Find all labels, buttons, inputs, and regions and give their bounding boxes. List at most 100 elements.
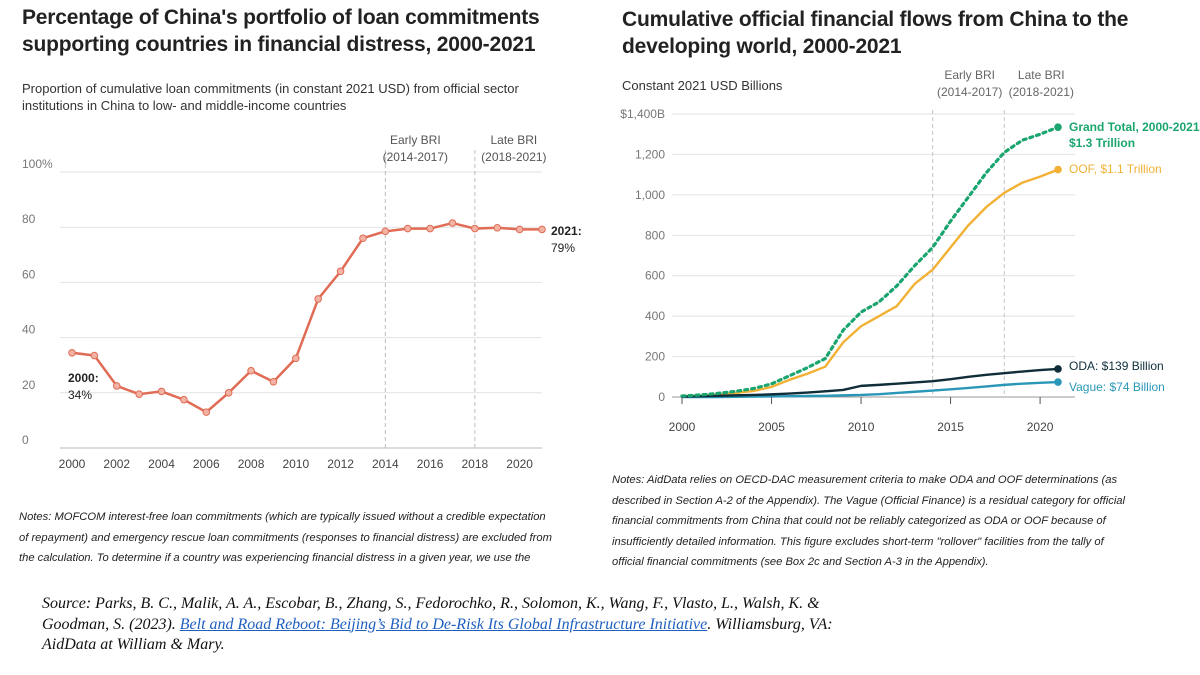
- right-series-line: [680, 367, 1060, 398]
- right-period-range: (2014-2017): [937, 85, 1002, 99]
- left-y-tick-label: 60: [22, 267, 36, 281]
- left-data-point: [90, 351, 99, 360]
- left-annotation-end-year: 2021:: [551, 224, 582, 238]
- right-series-label: ODA: $139 Billion: [1069, 359, 1164, 373]
- left-data-point: [247, 366, 255, 375]
- left-data-point: [493, 223, 502, 232]
- left-data-point: [202, 408, 211, 416]
- right-title-line1: Cumulative official financial flows from…: [622, 8, 1129, 31]
- right-y-tick-label: 200: [645, 350, 665, 364]
- right-x-tick-label: 2010: [848, 420, 875, 434]
- right-series-endpoint: [1054, 123, 1062, 131]
- left-y-tick-label: 20: [22, 378, 36, 392]
- left-data-point: [157, 387, 166, 396]
- left-data-point: [224, 389, 233, 397]
- right-chart-grid: [672, 113, 1075, 398]
- right-note-line: official financial commitments (see Box …: [612, 556, 989, 568]
- right-period-range: (2018-2021): [1009, 85, 1074, 99]
- left-period-label: Late BRI: [491, 133, 538, 147]
- left-data-point: [68, 348, 76, 357]
- right-y-tick-label: $1,400B: [620, 107, 665, 121]
- left-subtitle-line1: Proportion of cumulative loan commitment…: [22, 81, 519, 96]
- left-data-point: [381, 227, 390, 236]
- left-annotation-start-value: 34%: [68, 388, 92, 402]
- left-y-tick-label: 0: [22, 433, 29, 447]
- left-x-tick-label: 2012: [327, 457, 354, 471]
- source-line2: Goodman, S. (2023). Belt and Road Reboot…: [42, 615, 1192, 636]
- left-y-tick-label: 40: [22, 323, 36, 337]
- right-y-tick-label: 600: [645, 269, 665, 283]
- left-chart-periods: Early BRI (2014-2017) Late BRI (2018-2021): [383, 133, 547, 448]
- right-chart-axes: 0 200 400 600 800 1,000 1,200 $1,400B 2000 2005 20…: [620, 107, 1053, 434]
- right-series-endpoint: [1054, 165, 1062, 174]
- left-annotation-end-value: 79%: [551, 241, 575, 255]
- right-y-tick-label: 1,000: [635, 188, 665, 202]
- left-period-label: Early BRI: [390, 133, 441, 147]
- right-series-label: Grand Total, 2000-2021:: [1069, 120, 1200, 134]
- right-chart-periods: Early BRI (2014-2017) Late BRI (2018-2021): [932, 68, 1074, 397]
- right-series-label: Vague: $74 Billion: [1069, 380, 1165, 394]
- right-title: Cumulative official financial flows from…: [622, 6, 1128, 60]
- right-note-line: Notes: AidData relies on OECD-DAC measur…: [612, 474, 1118, 486]
- left-y-tick-label: 80: [22, 212, 36, 226]
- right-series-endpoint: [1054, 365, 1062, 373]
- right-y-tick-label: 400: [645, 309, 665, 323]
- left-chart-annotations: 2000: 34% 2021: 79%: [68, 224, 582, 402]
- left-data-point: [336, 267, 345, 276]
- source-line1: Source: Parks, B. C., Malik, A. A., Esco…: [42, 595, 820, 612]
- left-note-line: Notes: MOFCOM interest-free loan commitm…: [19, 511, 546, 523]
- right-x-tick-label: 2005: [758, 420, 785, 434]
- source-line2-prefix: Goodman, S. (2023).: [42, 615, 180, 633]
- right-note-line: described in Section A-2 of the Appendix…: [612, 494, 1126, 507]
- left-x-tick-label: 2004: [148, 457, 175, 471]
- left-data-point: [403, 224, 412, 233]
- right-x-tick-label: 2015: [937, 420, 964, 434]
- right-y-tick-label: 800: [645, 228, 665, 242]
- right-series-endpoint: [1054, 378, 1062, 386]
- left-data-point: [448, 219, 457, 227]
- left-x-tick-label: 2020: [506, 457, 533, 471]
- left-subtitle-line2: institutions in China to low- and middle…: [22, 98, 347, 113]
- left-x-tick-label: 2010: [282, 457, 309, 471]
- right-y-tick-label: 1,200: [635, 147, 665, 161]
- left-data-point: [112, 382, 121, 390]
- left-data-point: [359, 234, 367, 243]
- left-annotation-start-year: 2000:: [68, 371, 99, 385]
- right-title-line2: developing world, 2000-2021: [622, 35, 902, 58]
- right-series-label: OOF, $1.1 Trillion: [1069, 162, 1162, 176]
- right-chart: Early BRI(2014-2017)Late BRI(2018-2021) …: [620, 68, 1200, 434]
- left-note-line: of repayment) and emergency rescue loan …: [19, 531, 552, 544]
- left-x-tick-label: 2000: [59, 457, 86, 471]
- left-note-line: the calculation. To determine if a count…: [19, 552, 531, 564]
- right-series-line: [680, 380, 1060, 399]
- left-y-tick-label: 100%: [22, 157, 53, 171]
- left-data-point: [292, 354, 300, 363]
- left-period-range: (2014-2017): [383, 150, 448, 164]
- left-data-point: [314, 295, 322, 303]
- left-x-tick-label: 2002: [103, 457, 130, 471]
- right-notes: Notes: AidData relies on OECD-DAC measur…: [612, 470, 1200, 573]
- source-link[interactable]: Belt and Road Reboot: Beijing’s Bid to D…: [179, 615, 708, 633]
- left-data-point: [515, 225, 524, 234]
- source-line3: AidData at William & Mary.: [42, 636, 225, 653]
- left-chart-series: [68, 219, 546, 416]
- left-subtitle: Proportion of cumulative loan commitment…: [22, 80, 519, 114]
- left-data-point: [538, 225, 546, 234]
- left-title-line2: supporting countries in financial distre…: [22, 33, 536, 56]
- left-chart: Early BRI(2014-2017)Late BRI(2018-2021) …: [22, 133, 582, 471]
- right-series-line: [680, 125, 1060, 398]
- left-x-tick-label: 2006: [193, 457, 220, 471]
- right-period-label: Early BRI: [944, 68, 995, 82]
- left-data-point: [426, 224, 434, 233]
- source-citation: Source: Parks, B. C., Malik, A. A., Esco…: [42, 594, 1192, 656]
- right-chart-legend: Grand Total, 2000-2021: $1.3 Trillion OOF,…: [1069, 120, 1200, 394]
- right-y-tick-label: 0: [658, 390, 665, 404]
- right-series-line: [680, 168, 1060, 398]
- left-x-tick-label: 2018: [462, 457, 489, 471]
- left-x-tick-label: 2008: [238, 457, 265, 471]
- right-chart-series: [680, 123, 1062, 399]
- left-series-line: [71, 221, 542, 414]
- left-x-tick-label: 2016: [417, 457, 444, 471]
- right-series-label-line2: $1.3 Trillion: [1069, 136, 1135, 150]
- left-period-range: (2018-2021): [481, 150, 546, 164]
